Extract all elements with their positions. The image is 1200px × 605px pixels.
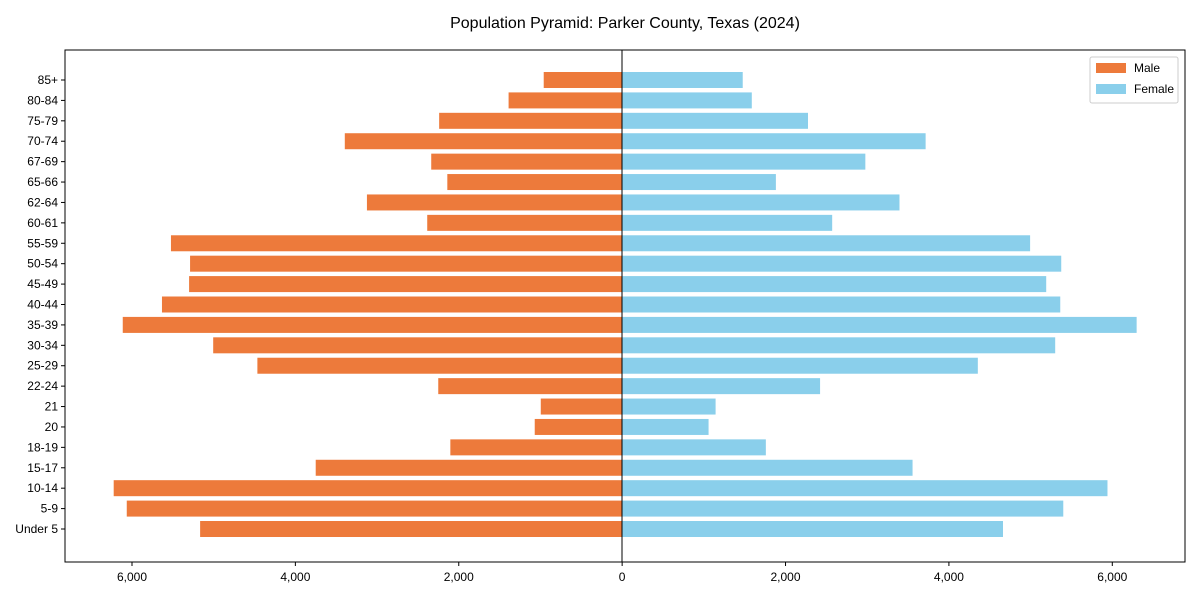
bar-female-45-49 [622, 276, 1047, 293]
bar-female-15-17 [622, 459, 913, 476]
bar-female-20 [622, 418, 709, 435]
bar-female-55-59 [622, 235, 1031, 252]
y-tick-label: 60-61 [27, 216, 58, 230]
y-tick-label: 85+ [38, 73, 58, 87]
y-tick-label: 21 [45, 400, 59, 414]
bar-male-55-59 [170, 235, 623, 252]
x-tick-label: 4,000 [934, 570, 964, 584]
bar-female-21 [622, 398, 716, 415]
x-tick-label: 0 [619, 570, 626, 584]
bar-male-70-74 [344, 133, 623, 150]
y-tick-label: 75-79 [27, 114, 58, 128]
y-tick-label: 20 [45, 420, 59, 434]
bar-female-5-9 [622, 500, 1064, 517]
y-tick-label: 18-19 [27, 440, 58, 454]
x-tick-label: 6,000 [117, 570, 147, 584]
legend-label-female: Female [1134, 82, 1174, 96]
x-tick-label: 2,000 [444, 570, 474, 584]
bar-male-15-17 [315, 459, 623, 476]
y-tick-label: 22-24 [27, 379, 58, 393]
bar-male-20 [534, 418, 623, 435]
x-tick-label: 6,000 [1097, 570, 1127, 584]
bar-male-35-39 [122, 316, 623, 333]
legend-swatch-female [1096, 84, 1126, 94]
y-tick-label: 40-44 [27, 298, 58, 312]
bar-female-Under 5 [622, 521, 1003, 537]
bar-male-50-54 [190, 255, 623, 272]
bar-male-65-66 [447, 174, 623, 191]
y-tick-label: 65-66 [27, 175, 58, 189]
bar-female-70-74 [622, 133, 926, 150]
bar-female-10-14 [622, 480, 1108, 497]
bar-male-75-79 [439, 112, 623, 129]
bar-female-85+ [622, 72, 743, 88]
y-tick-label: 50-54 [27, 257, 58, 271]
bar-male-22-24 [438, 378, 623, 395]
y-tick-label: 67-69 [27, 155, 58, 169]
y-tick-label: 15-17 [27, 461, 58, 475]
bar-female-60-61 [622, 214, 833, 231]
bar-female-18-19 [622, 439, 766, 456]
bar-male-85+ [543, 72, 623, 88]
bar-female-67-69 [622, 153, 866, 170]
y-tick-label: 45-49 [27, 277, 58, 291]
bar-male-60-61 [427, 214, 623, 231]
bar-female-80-84 [622, 92, 752, 109]
bar-female-65-66 [622, 174, 776, 191]
bar-male-67-69 [431, 153, 623, 170]
plot-frame [64, 49, 1186, 563]
bar-male-Under 5 [200, 521, 623, 537]
bar-female-62-64 [622, 194, 900, 211]
legend: Male Female [1089, 56, 1179, 104]
bar-male-62-64 [366, 194, 623, 211]
legend-label-male: Male [1134, 61, 1160, 75]
bar-male-25-29 [257, 357, 623, 374]
chart-title: Population Pyramid: Parker County, Texas… [450, 15, 800, 32]
bar-female-22-24 [622, 378, 821, 395]
bar-male-30-34 [213, 337, 623, 354]
y-tick-label: Under 5 [15, 522, 58, 536]
bar-female-25-29 [622, 357, 978, 374]
y-tick-label: 62-64 [27, 195, 58, 209]
bar-male-10-14 [113, 480, 623, 497]
y-tick-label: 10-14 [27, 481, 58, 495]
y-tick-label: 55-59 [27, 236, 58, 250]
bar-female-50-54 [622, 255, 1062, 272]
y-tick-label: 70-74 [27, 134, 58, 148]
y-tick-label: 80-84 [27, 93, 58, 107]
bar-male-80-84 [508, 92, 623, 109]
y-tick-label: 25-29 [27, 359, 58, 373]
bar-female-75-79 [622, 112, 808, 129]
bar-female-30-34 [622, 337, 1056, 354]
x-tick-label: 4,000 [280, 570, 310, 584]
x-tick-label: 2,000 [771, 570, 801, 584]
bar-male-40-44 [161, 296, 623, 313]
bar-male-45-49 [189, 276, 623, 293]
y-tick-label: 30-34 [27, 338, 58, 352]
bar-male-18-19 [450, 439, 623, 456]
bar-male-5-9 [126, 500, 623, 517]
bar-female-35-39 [622, 316, 1137, 333]
bar-male-21 [540, 398, 623, 415]
legend-swatch-male [1096, 63, 1126, 73]
y-tick-label: 5-9 [41, 502, 59, 516]
bar-female-40-44 [622, 296, 1061, 313]
y-tick-label: 35-39 [27, 318, 58, 332]
